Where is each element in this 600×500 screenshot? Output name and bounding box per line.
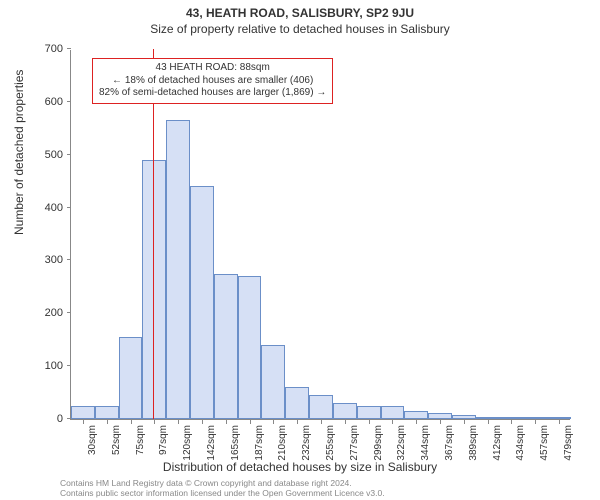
x-tick-mark xyxy=(226,420,227,424)
x-tick-label: 30sqm xyxy=(87,425,98,455)
x-tick-label: 389sqm xyxy=(468,425,479,461)
annotation-box: 43 HEATH ROAD: 88sqm ← 18% of detached h… xyxy=(92,58,333,104)
annotation-line-1: 43 HEATH ROAD: 88sqm xyxy=(99,62,326,75)
x-tick-mark xyxy=(369,420,370,424)
chart-container: 43, HEATH ROAD, SALISBURY, SP2 9JU Size … xyxy=(0,0,600,500)
y-tick-mark xyxy=(67,154,71,155)
property-marker-line xyxy=(153,49,154,419)
histogram-bar xyxy=(523,417,547,419)
y-tick-label: 400 xyxy=(31,202,71,214)
x-tick-label: 367sqm xyxy=(444,425,455,461)
x-tick-mark xyxy=(535,420,536,424)
x-tick-label: 299sqm xyxy=(373,425,384,461)
y-tick-label: 700 xyxy=(31,43,71,55)
x-tick-label: 97sqm xyxy=(158,425,169,455)
x-tick-label: 75sqm xyxy=(135,425,146,455)
x-tick-label: 120sqm xyxy=(182,425,193,461)
footer-line-1: Contains HM Land Registry data © Crown c… xyxy=(60,478,385,488)
histogram-bar xyxy=(142,160,166,419)
histogram-bar xyxy=(285,387,309,419)
x-tick-label: 187sqm xyxy=(254,425,265,461)
x-tick-label: 52sqm xyxy=(111,425,122,455)
x-tick-mark xyxy=(178,420,179,424)
histogram-bar xyxy=(214,274,238,419)
x-tick-mark xyxy=(345,420,346,424)
y-tick-label: 0 xyxy=(31,413,71,425)
x-tick-mark xyxy=(83,420,84,424)
x-tick-mark xyxy=(321,420,322,424)
histogram-bar xyxy=(476,417,500,419)
x-tick-mark xyxy=(131,420,132,424)
y-tick-label: 200 xyxy=(31,307,71,319)
histogram-bar xyxy=(547,417,571,419)
x-tick-mark xyxy=(202,420,203,424)
x-tick-label: 165sqm xyxy=(230,425,241,461)
chart-area: 010020030040050060070030sqm52sqm75sqm97s… xyxy=(70,50,570,420)
x-tick-label: 344sqm xyxy=(420,425,431,461)
histogram-bar xyxy=(309,395,333,419)
histogram-bar xyxy=(190,186,214,419)
plot-region: 010020030040050060070030sqm52sqm75sqm97s… xyxy=(70,50,570,420)
x-tick-mark xyxy=(559,420,560,424)
histogram-bar xyxy=(261,345,285,419)
x-tick-mark xyxy=(488,420,489,424)
y-tick-mark xyxy=(67,312,71,313)
y-tick-mark xyxy=(67,207,71,208)
x-tick-mark xyxy=(250,420,251,424)
y-tick-mark xyxy=(67,259,71,260)
histogram-bar xyxy=(333,403,357,419)
histogram-bar xyxy=(381,406,405,419)
histogram-bar xyxy=(500,417,524,419)
y-tick-label: 500 xyxy=(31,149,71,161)
x-tick-label: 412sqm xyxy=(492,425,503,461)
y-tick-mark xyxy=(67,48,71,49)
x-tick-mark xyxy=(440,420,441,424)
x-tick-mark xyxy=(511,420,512,424)
histogram-bar xyxy=(166,120,190,419)
y-tick-label: 300 xyxy=(31,254,71,266)
x-tick-label: 232sqm xyxy=(301,425,312,461)
x-axis-label: Distribution of detached houses by size … xyxy=(0,460,600,474)
histogram-bar xyxy=(95,406,119,419)
title-sub: Size of property relative to detached ho… xyxy=(0,20,600,36)
histogram-bar xyxy=(71,406,95,419)
footer-attribution: Contains HM Land Registry data © Crown c… xyxy=(60,478,385,498)
histogram-bar xyxy=(404,411,428,419)
y-axis-label: Number of detached properties xyxy=(12,70,26,235)
x-tick-mark xyxy=(464,420,465,424)
y-tick-mark xyxy=(67,365,71,366)
x-tick-label: 255sqm xyxy=(325,425,336,461)
title-main: 43, HEATH ROAD, SALISBURY, SP2 9JU xyxy=(0,0,600,20)
histogram-bar xyxy=(452,415,476,419)
footer-line-2: Contains public sector information licen… xyxy=(60,488,385,498)
histogram-bar xyxy=(119,337,143,419)
x-tick-label: 277sqm xyxy=(349,425,360,461)
y-tick-label: 100 xyxy=(31,360,71,372)
x-tick-label: 479sqm xyxy=(563,425,574,461)
x-tick-mark xyxy=(416,420,417,424)
x-tick-mark xyxy=(107,420,108,424)
x-tick-mark xyxy=(273,420,274,424)
x-tick-mark xyxy=(297,420,298,424)
histogram-bar xyxy=(238,276,262,419)
x-tick-mark xyxy=(154,420,155,424)
annotation-line-2: ← 18% of detached houses are smaller (40… xyxy=(99,75,326,88)
y-tick-label: 600 xyxy=(31,96,71,108)
x-tick-label: 457sqm xyxy=(539,425,550,461)
histogram-bar xyxy=(357,406,381,419)
x-tick-label: 434sqm xyxy=(515,425,526,461)
y-tick-mark xyxy=(67,101,71,102)
x-tick-label: 322sqm xyxy=(396,425,407,461)
x-tick-label: 210sqm xyxy=(277,425,288,461)
x-tick-label: 142sqm xyxy=(206,425,217,461)
annotation-line-3: 82% of semi-detached houses are larger (… xyxy=(99,87,326,100)
histogram-bar xyxy=(428,413,452,419)
x-tick-mark xyxy=(392,420,393,424)
